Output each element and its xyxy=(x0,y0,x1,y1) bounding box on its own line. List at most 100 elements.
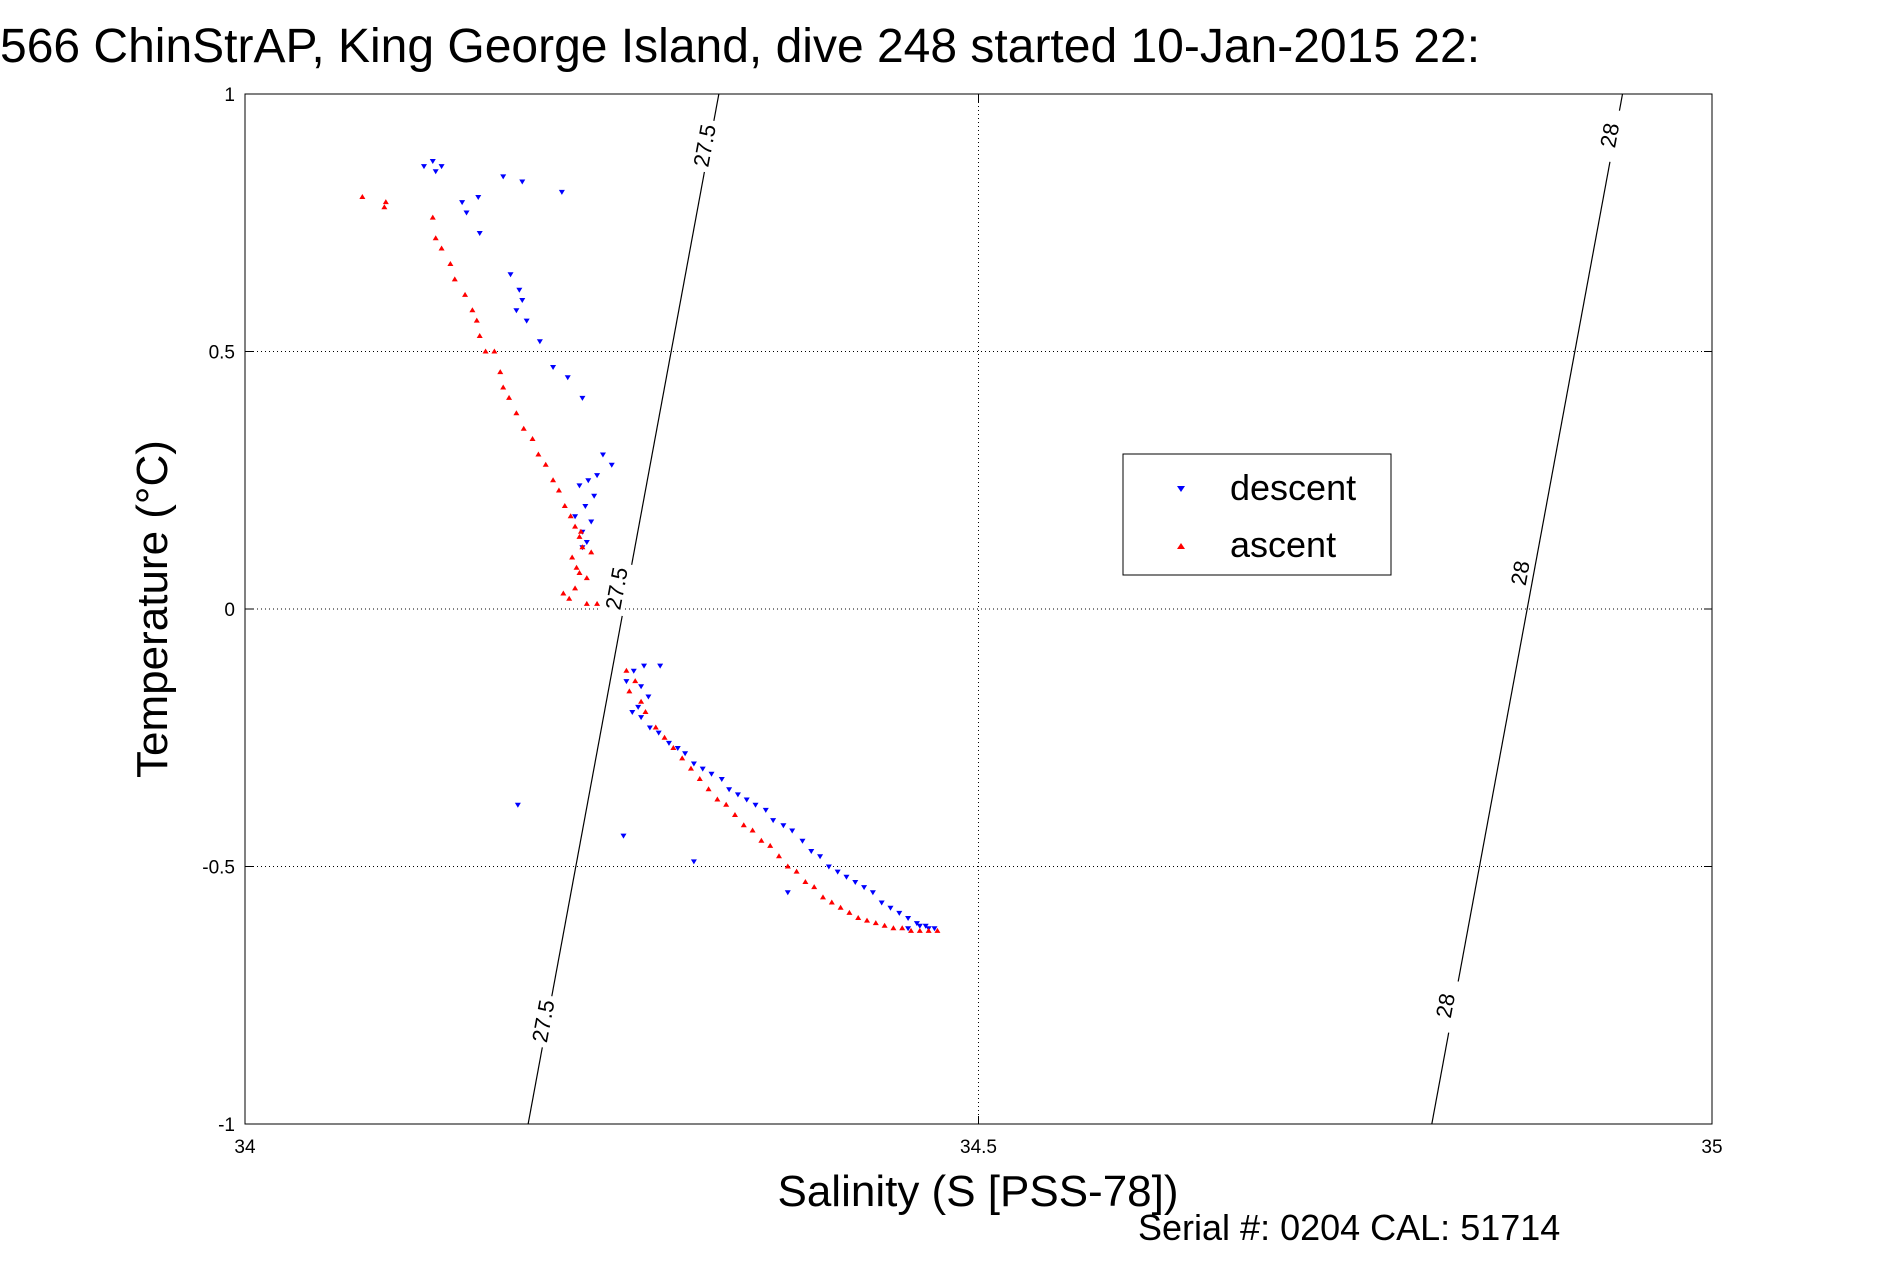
ascent-point xyxy=(429,214,436,220)
descent-point xyxy=(500,174,507,180)
descent-point xyxy=(905,926,912,932)
descent-point xyxy=(629,710,636,715)
ascent-point xyxy=(881,922,888,928)
ascent-point xyxy=(576,533,583,539)
descent-point xyxy=(638,684,645,690)
descent-point xyxy=(690,761,697,767)
descent-point xyxy=(699,766,706,772)
descent-point xyxy=(591,493,598,499)
descent-point xyxy=(645,694,652,700)
legend-descent-label: descent xyxy=(1230,467,1356,508)
descent-point xyxy=(852,879,859,885)
y-tick-label: 0.5 xyxy=(209,343,235,364)
ascent-point xyxy=(542,461,549,467)
ascent-point xyxy=(500,384,507,390)
descent-point xyxy=(808,849,815,855)
ascent-point xyxy=(740,822,747,828)
descent-point xyxy=(931,926,938,932)
x-tick-label: 35 xyxy=(1701,1137,1722,1158)
ascent-point xyxy=(491,348,498,354)
ascent-point xyxy=(775,853,782,859)
descent-point xyxy=(789,828,796,834)
descent-point xyxy=(784,890,791,896)
descent-point xyxy=(438,164,445,170)
descent-point xyxy=(913,921,920,927)
ascent-point xyxy=(638,698,645,704)
descent-point xyxy=(657,663,664,669)
ascent-point xyxy=(714,796,721,802)
ascent-point xyxy=(846,909,853,915)
descent-point xyxy=(582,504,589,509)
ascent-point xyxy=(451,276,458,282)
ascent-point xyxy=(476,333,483,339)
descent-point xyxy=(514,802,521,808)
ascent-point xyxy=(767,842,774,848)
y-axis-label: Temperature (°C) xyxy=(128,440,177,778)
isopycnal-line xyxy=(1431,94,1624,1124)
ascent-point xyxy=(828,899,835,905)
descent-point xyxy=(674,746,681,752)
ascent-point xyxy=(572,523,579,529)
x-axis-label: Salinity (S [PSS-78]) xyxy=(777,1167,1178,1216)
legend: descent ascent xyxy=(1122,453,1392,576)
ascent-point xyxy=(670,745,677,751)
data-points xyxy=(359,158,941,933)
descent-point xyxy=(682,751,689,757)
descent-point xyxy=(516,287,523,293)
descent-point xyxy=(708,771,715,777)
descent-point xyxy=(585,478,592,484)
ascent-point xyxy=(529,436,536,442)
ascent-point xyxy=(723,801,730,807)
descent-point xyxy=(869,890,876,896)
descent-point xyxy=(432,169,439,175)
descent-point xyxy=(507,272,514,278)
descent-point xyxy=(665,740,672,746)
ascent-point xyxy=(573,564,580,570)
descent-point xyxy=(599,452,606,458)
ascent-point xyxy=(749,827,756,833)
ascent-point xyxy=(855,915,862,920)
descent-point xyxy=(861,885,868,891)
ascent-point xyxy=(462,291,469,297)
descent-point xyxy=(770,818,777,824)
ascent-point xyxy=(925,927,932,933)
ascent-point xyxy=(837,904,844,910)
y-tick-label: -0.5 xyxy=(202,858,235,879)
y-tick-label: 0 xyxy=(224,600,235,621)
descent-point xyxy=(743,797,750,803)
descent-point xyxy=(905,916,912,921)
descent-point xyxy=(638,715,645,721)
ascent-point xyxy=(560,590,567,596)
ascent-point xyxy=(758,837,765,843)
legend-ascent-label: ascent xyxy=(1230,524,1336,565)
descent-point xyxy=(429,158,436,164)
isopycnal-label: 28 xyxy=(1506,559,1535,588)
descent-point xyxy=(762,807,769,813)
ascent-point xyxy=(469,307,476,313)
ascent-point xyxy=(864,917,871,923)
ascent-point xyxy=(382,199,389,205)
descent-point xyxy=(519,179,526,185)
ascent-point xyxy=(520,425,527,431)
ascent-point xyxy=(623,667,630,673)
ascent-point xyxy=(890,925,897,931)
descent-point xyxy=(576,483,583,489)
ascent-point xyxy=(705,786,712,792)
descent-point xyxy=(463,210,470,216)
descent-point xyxy=(817,854,824,860)
descent-point xyxy=(878,900,885,906)
ascent-point xyxy=(731,812,738,817)
descent-point xyxy=(475,195,482,200)
ascent-point xyxy=(506,394,513,400)
ascent-point xyxy=(632,678,639,684)
descent-point xyxy=(579,395,586,401)
descent-point xyxy=(752,802,759,808)
ascent-point xyxy=(811,884,818,890)
ascent-point xyxy=(679,755,686,761)
ascent-point xyxy=(359,194,366,199)
isopycnal-label-bg xyxy=(526,993,560,1049)
ascent-point xyxy=(916,927,923,933)
x-tick-label: 34.5 xyxy=(960,1137,997,1158)
isopycnal-label-bg xyxy=(599,560,633,617)
